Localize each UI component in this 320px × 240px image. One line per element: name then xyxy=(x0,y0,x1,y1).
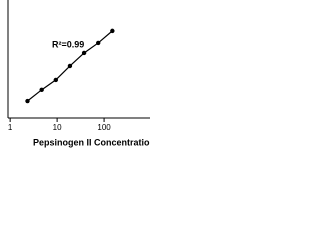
data-point xyxy=(110,28,115,34)
annotation: R²=0.99 xyxy=(52,39,84,49)
x-axis-title: Pepsinogen II Concentration (ng/mL) xyxy=(33,137,150,147)
data-point xyxy=(53,77,59,83)
x-tick-label: 1 xyxy=(8,123,13,132)
x-tick-label: 10 xyxy=(53,123,62,132)
data-point xyxy=(67,63,73,69)
data-point xyxy=(39,87,44,93)
data-point xyxy=(81,50,87,56)
x-tick-label: 100 xyxy=(97,123,111,132)
data-point xyxy=(96,40,101,46)
chart: R²=0.99 Pepsinogen II Concentration (ng/… xyxy=(7,0,150,147)
data-point xyxy=(25,98,30,104)
page: {"chart_data": {"type": "scatter", "x_la… xyxy=(7,0,150,148)
